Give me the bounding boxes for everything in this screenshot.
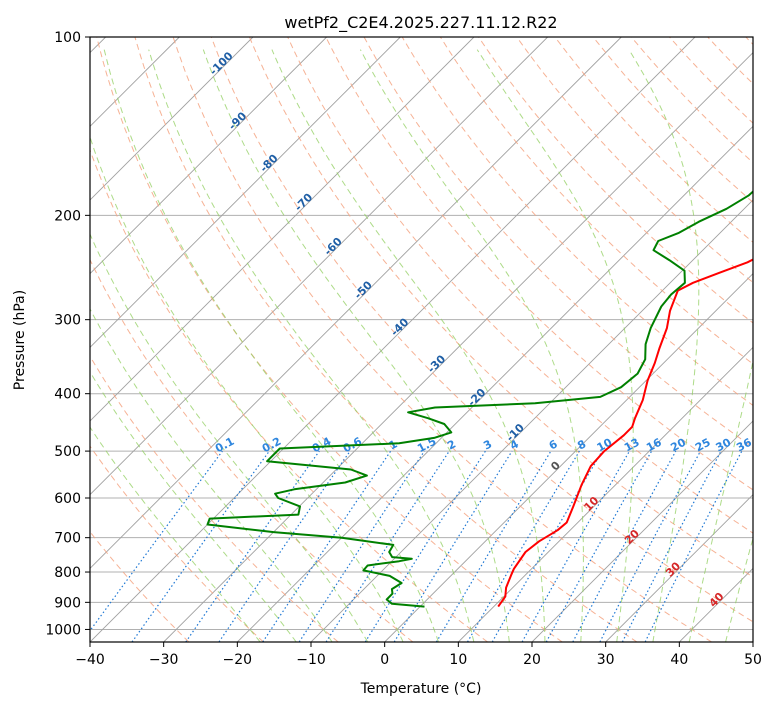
isotherm-line <box>237 125 753 642</box>
background-lines <box>90 37 753 642</box>
x-tick-label: 10 <box>449 652 467 668</box>
moist-adiabat <box>148 49 475 642</box>
temperature-line <box>497 258 753 608</box>
axes: −40 −30 −20 −10 0 10 20 30 40 50 100 200 300 400 500 60… <box>45 30 762 668</box>
x-axis-title: Temperature (°C) <box>360 681 482 697</box>
y-tick-label: 200 <box>54 208 81 224</box>
isotherm-line <box>531 420 753 642</box>
mixing-ratio-line <box>90 450 223 632</box>
mixing-ratio-line <box>298 450 425 642</box>
isotherm-line <box>384 273 753 642</box>
x-tick-label: −20 <box>223 652 253 668</box>
dry-adiabat <box>401 37 753 406</box>
isotherm-line <box>90 37 254 201</box>
mixing-ratio-label: 25 <box>693 436 713 455</box>
x-tick-label: 20 <box>523 652 541 668</box>
y-tick-label: 700 <box>54 531 81 547</box>
mixing-ratio-label: 36 <box>734 436 754 455</box>
moist-adiabat <box>271 49 546 642</box>
mixing-ratio-line <box>521 450 631 642</box>
y-tick-label: 400 <box>54 387 81 403</box>
isotherm-line <box>90 37 622 569</box>
x-tick-label: 30 <box>597 652 615 668</box>
moist-adiabat <box>103 49 439 642</box>
dry-adiabat <box>134 37 638 642</box>
isotherm-line <box>90 37 548 496</box>
y-tick-label: 800 <box>54 565 81 581</box>
x-tick-label: −30 <box>149 652 179 668</box>
mixing-ratio-line <box>262 450 392 642</box>
x-tick-label: −40 <box>75 652 105 668</box>
moist-adiabat <box>725 536 753 642</box>
isotherm-line <box>458 346 753 642</box>
y-tick-label: 300 <box>54 313 81 329</box>
dewpoint-line <box>206 190 753 608</box>
dry-adiabat <box>90 258 414 642</box>
moist-adiabat <box>476 49 634 642</box>
moist-adiabat <box>688 358 753 642</box>
mixing-ratio-label: 20 <box>668 436 688 455</box>
y-axis-title: Pressure (hPa) <box>12 290 28 390</box>
dry-adiabat <box>210 37 753 623</box>
profile-series <box>206 190 753 608</box>
moist-adiabat <box>90 370 297 642</box>
isotherm-line <box>90 37 327 275</box>
dry-adiabat <box>516 37 753 284</box>
dry-adiabat <box>478 37 753 324</box>
moist-adiabat <box>90 426 261 642</box>
y-tick-label: 1000 <box>45 622 81 638</box>
mixing-ratio-line <box>393 450 513 642</box>
mixing-ratio-line <box>131 450 270 642</box>
moist-adiabat <box>90 232 369 642</box>
x-tick-label: 50 <box>744 652 762 668</box>
mixing-ratio-label: 13 <box>622 436 642 455</box>
x-tick-label: 0 <box>380 652 389 668</box>
isotherm-line <box>163 52 753 642</box>
mixing-ratio-line <box>572 450 677 642</box>
moist-adiabat <box>628 49 700 642</box>
isotherm-line <box>310 199 753 642</box>
mixing-ratio-line <box>545 450 653 642</box>
dry-adiabat <box>90 445 264 642</box>
y-tick-label: 500 <box>54 444 81 460</box>
y-tick-label: 900 <box>54 595 81 611</box>
isotherm-line <box>90 37 696 642</box>
mixing-ratio-line <box>218 450 351 642</box>
mixing-ratio-line <box>185 450 320 642</box>
dry-adiabat <box>249 37 753 578</box>
dry-adiabat <box>630 37 753 164</box>
y-tick-label: 600 <box>54 491 81 507</box>
mixing-ratio-line <box>644 450 743 642</box>
mixing-ratio-label: 30 <box>714 436 734 455</box>
mixing-ratio-label: 16 <box>644 436 664 455</box>
chart-title: wetPf2_C2E4.2025.227.11.12.R22 <box>284 13 557 33</box>
dry-adiabat <box>325 37 753 491</box>
isotherm-line <box>90 37 475 422</box>
y-tick-label: 100 <box>54 30 81 46</box>
x-tick-label: −10 <box>296 652 326 668</box>
mixing-ratio-label: 10 <box>595 436 615 455</box>
x-tick-label: 40 <box>670 652 688 668</box>
plot-frame <box>89 36 754 643</box>
moist-adiabat <box>90 135 404 642</box>
isotherm-line <box>605 494 753 642</box>
dry-adiabat <box>363 37 753 449</box>
